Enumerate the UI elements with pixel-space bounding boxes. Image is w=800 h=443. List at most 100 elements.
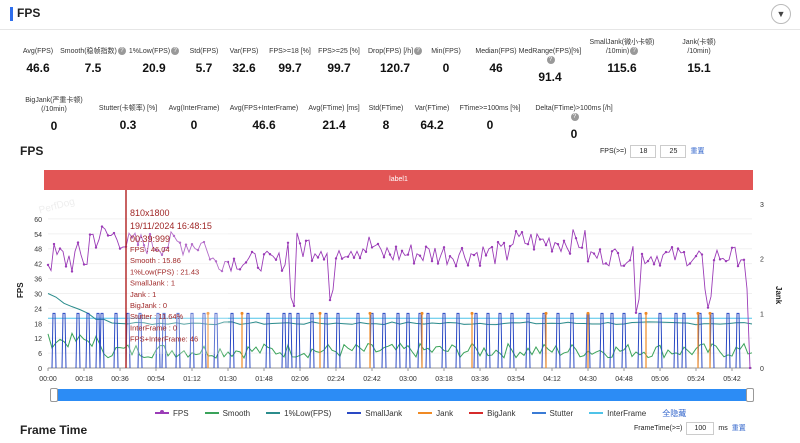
hide-all-button[interactable]: 全隐藏	[662, 408, 687, 418]
tooltip-line: BigJank : 0	[130, 301, 167, 310]
metric-value: 15.1	[687, 61, 711, 75]
legend-swatch	[531, 412, 546, 414]
smalljank-mark	[525, 312, 531, 369]
help-icon[interactable]: ?	[630, 47, 639, 56]
metric-metrics_row2-8: Delta(FTime)>100ms [/h]? 0	[531, 104, 617, 141]
fps-point	[58, 247, 62, 250]
metric-metrics_row2-7: FTime>=100ms [%] 0	[458, 104, 522, 132]
fps-point	[406, 253, 410, 256]
reset-button[interactable]: 重置	[690, 148, 705, 155]
legend-item[interactable]: FPS	[155, 409, 189, 418]
fps-threshold-input-1[interactable]: 18	[630, 144, 657, 158]
legend-item[interactable]: BigJank	[469, 408, 516, 418]
legend-item[interactable]: InterFrame	[589, 409, 646, 418]
fps-threshold-input-2[interactable]: 25	[660, 144, 687, 158]
x-tick-label: 00:00	[39, 376, 57, 383]
help-icon[interactable]: ?	[171, 47, 180, 56]
fps-point	[544, 243, 548, 247]
chart-zoom-scrollbar[interactable]	[50, 388, 754, 402]
y-tick-label: 12	[34, 336, 42, 343]
fps-point	[520, 230, 524, 234]
fps-point	[178, 241, 182, 244]
label-bar[interactable]: label1	[44, 170, 753, 190]
smalljank-mark	[287, 312, 293, 369]
fps-point	[382, 256, 386, 259]
help-icon[interactable]: ?	[117, 47, 126, 56]
fps-point	[670, 246, 674, 249]
fps-point	[436, 262, 440, 265]
y-tick-label: 6	[38, 351, 42, 358]
x-tick-label: 04:12	[543, 376, 561, 383]
fps-point	[112, 231, 116, 235]
smalljank-mark	[137, 312, 143, 369]
help-icon[interactable]: ?	[414, 47, 423, 56]
frame-time-reset-button[interactable]: 重置	[731, 425, 746, 432]
metric-label: Smooth(稳帧指数)?	[59, 47, 127, 56]
metric-value: 46.6	[252, 118, 276, 132]
frame-time-unit: ms	[718, 424, 728, 432]
fps-point	[454, 264, 458, 268]
fps-point	[628, 259, 632, 262]
metric-metrics_row1-12: Jank(卡顿) /10min) 15.1	[669, 38, 729, 75]
fps-point	[298, 242, 302, 245]
x-tick-label: 02:24	[327, 376, 345, 383]
x-tick-label: 05:42	[723, 376, 741, 383]
legend-label: FPS	[173, 408, 189, 418]
fps-point	[88, 233, 92, 236]
metric-label: Stutter(卡顿率) [%]	[98, 105, 158, 112]
metric-label: Avg(FTime) [ms]	[308, 105, 360, 112]
fps-point	[724, 259, 728, 263]
smalljank-mark	[673, 312, 679, 369]
fps-point	[514, 229, 518, 233]
smalljank-mark	[569, 312, 575, 369]
section-accent	[10, 7, 13, 21]
smalljank-mark	[213, 312, 219, 369]
legend-item[interactable]: SmallJank	[347, 409, 402, 418]
legend-item[interactable]: Smooth	[204, 409, 250, 418]
smalljank-mark	[201, 312, 207, 369]
fps-point	[448, 255, 452, 258]
legend-item[interactable]: 1%Low(FPS)	[266, 409, 331, 418]
legend-item[interactable]: Stutter	[531, 409, 573, 418]
legend-label: 1%Low(FPS)	[284, 408, 332, 418]
smalljank-mark	[75, 312, 81, 369]
smalljank-mark	[381, 312, 387, 369]
chevron-down-icon[interactable]: ▼	[771, 4, 791, 24]
smalljank-mark	[609, 312, 615, 369]
fps-point	[268, 253, 272, 256]
metric-label: Std(FPS)	[189, 48, 219, 55]
fps-point	[46, 263, 50, 267]
smalljank-mark	[441, 312, 447, 369]
chart-legend: FPS Smooth 1%Low(FPS) SmallJank Jank BigJank S…	[155, 408, 686, 418]
y2-axis-label: Jank	[774, 286, 783, 305]
fps-point	[184, 243, 188, 246]
fps-point	[214, 260, 218, 263]
smalljank-mark	[51, 312, 57, 369]
metric-value: 99.7	[278, 61, 302, 75]
fps-point	[532, 248, 536, 251]
fps-point	[742, 258, 746, 262]
metric-value: 0	[442, 61, 450, 75]
legend-item[interactable]: Jank	[418, 409, 453, 418]
legend-swatch	[266, 412, 281, 414]
fps-point	[718, 258, 722, 261]
fps-point	[604, 262, 608, 265]
scrollbar-handle-left[interactable]	[50, 388, 58, 402]
fps-point	[340, 257, 344, 260]
smalljank-mark	[309, 312, 315, 369]
jank-point	[368, 311, 372, 315]
fps-point	[244, 261, 248, 264]
legend-label: BigJank	[487, 408, 516, 418]
smalljank-mark	[485, 312, 491, 369]
fps-point	[580, 246, 584, 249]
help-icon[interactable]: ?	[570, 113, 579, 122]
x-tick-label: 03:54	[507, 376, 525, 383]
fps-point	[52, 242, 56, 246]
frame-time-input[interactable]: 100	[686, 421, 715, 435]
scrollbar-handle-right[interactable]	[746, 388, 754, 402]
fps-point	[310, 259, 314, 262]
metric-label: SmallJank(微小卡顿) /10min)?	[589, 39, 655, 56]
help-icon[interactable]: ?	[546, 56, 555, 65]
fps-point	[502, 241, 506, 245]
